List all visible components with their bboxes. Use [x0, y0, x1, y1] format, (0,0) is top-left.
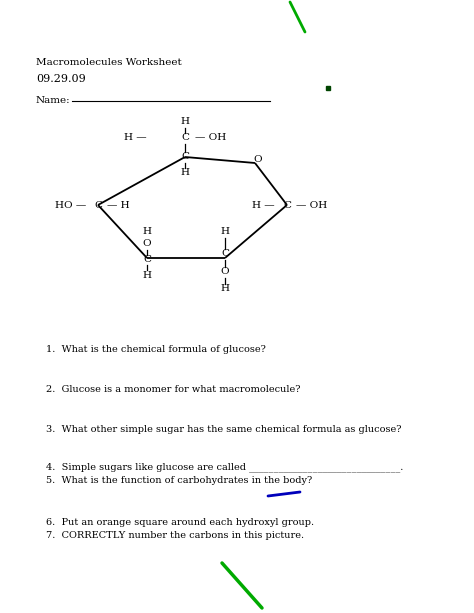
Text: C: C [221, 249, 229, 259]
Text: H —: H — [252, 200, 275, 210]
Text: H: H [143, 227, 152, 237]
Text: 1.  What is the chemical formula of glucose?: 1. What is the chemical formula of gluco… [46, 345, 266, 354]
Text: C: C [283, 200, 291, 210]
Text: 7.  CORRECTLY number the carbons in this picture.: 7. CORRECTLY number the carbons in this … [46, 531, 304, 540]
Text: H: H [181, 118, 190, 126]
Text: 5.  What is the function of carbohydrates in the body?: 5. What is the function of carbohydrates… [46, 476, 312, 485]
Text: Macromolecules Worksheet: Macromolecules Worksheet [36, 58, 182, 67]
Text: H —: H — [124, 134, 147, 142]
Text: HO —: HO — [55, 200, 86, 210]
Text: C: C [181, 134, 189, 142]
Text: 6.  Put an orange square around each hydroxyl group.: 6. Put an orange square around each hydr… [46, 518, 314, 527]
Text: 09.29.09: 09.29.09 [36, 74, 86, 84]
Text: Name:: Name: [36, 96, 71, 105]
Text: 3.  What other simple sugar has the same chemical formula as glucose?: 3. What other simple sugar has the same … [46, 425, 401, 434]
Text: O: O [254, 156, 262, 164]
Text: — H: — H [107, 200, 129, 210]
Text: O: O [221, 267, 229, 276]
Text: C: C [143, 256, 151, 264]
Text: 2.  Glucose is a monomer for what macromolecule?: 2. Glucose is a monomer for what macromo… [46, 385, 301, 394]
Text: — OH: — OH [195, 134, 226, 142]
Text: — OH: — OH [296, 200, 327, 210]
Text: H: H [220, 283, 229, 292]
Text: C: C [181, 153, 189, 161]
Text: C: C [94, 200, 102, 210]
Text: H: H [143, 270, 152, 280]
Text: H: H [220, 227, 229, 237]
Text: H: H [181, 167, 190, 177]
Text: O: O [143, 240, 151, 248]
Text: 4.  Simple sugars like glucose are called _______________________________.: 4. Simple sugars like glucose are called… [46, 462, 403, 471]
